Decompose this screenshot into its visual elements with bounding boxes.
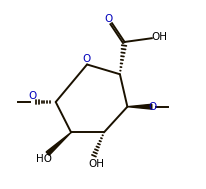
Text: O: O (104, 14, 113, 24)
Polygon shape (127, 104, 152, 109)
Text: O: O (149, 101, 157, 112)
Polygon shape (46, 132, 71, 155)
Text: O: O (83, 54, 91, 64)
Text: HO: HO (36, 154, 52, 164)
Text: OH: OH (151, 32, 167, 42)
Text: OH: OH (88, 159, 104, 169)
Text: O: O (28, 91, 37, 101)
